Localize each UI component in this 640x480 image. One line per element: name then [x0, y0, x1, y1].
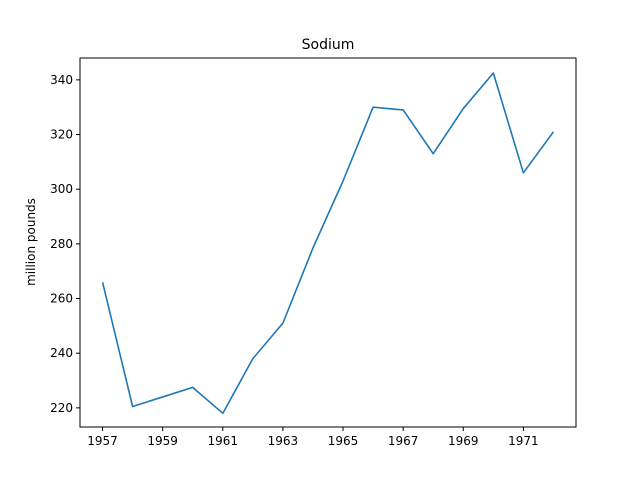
x-tick-label: 1971	[508, 434, 539, 448]
y-tick-label: 220	[50, 401, 73, 415]
y-tick-label: 320	[50, 128, 73, 142]
y-tick-label: 280	[50, 237, 73, 251]
chart-title: Sodium	[302, 37, 355, 53]
x-tick-label: 1963	[268, 434, 299, 448]
y-axis-label: million pounds	[24, 198, 38, 286]
series-layer	[101, 72, 555, 415]
x-tick-label: 1961	[208, 434, 239, 448]
x-tick-label: 1959	[147, 434, 178, 448]
plot-frame	[79, 57, 577, 428]
y-tick-label: 260	[50, 292, 73, 306]
x-tick-label: 1969	[448, 434, 479, 448]
x-tick-label: 1967	[388, 434, 419, 448]
y-tick-label: 240	[50, 346, 73, 360]
y-axis-ticks: 220 240 260 280 300 320 340	[50, 73, 80, 415]
x-tick-label: 1957	[87, 434, 118, 448]
x-tick-label: 1965	[328, 434, 359, 448]
y-tick-label: 340	[50, 73, 73, 87]
series-line	[101, 72, 555, 415]
y-tick-label: 300	[50, 182, 73, 196]
x-axis-ticks: 1957 1959 1961 1963 1965 1967 1969 1971	[87, 427, 539, 448]
